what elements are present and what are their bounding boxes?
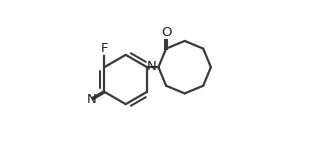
Text: O: O: [161, 26, 171, 39]
Text: N: N: [146, 60, 156, 73]
Text: N: N: [87, 93, 96, 106]
Text: F: F: [100, 42, 108, 55]
